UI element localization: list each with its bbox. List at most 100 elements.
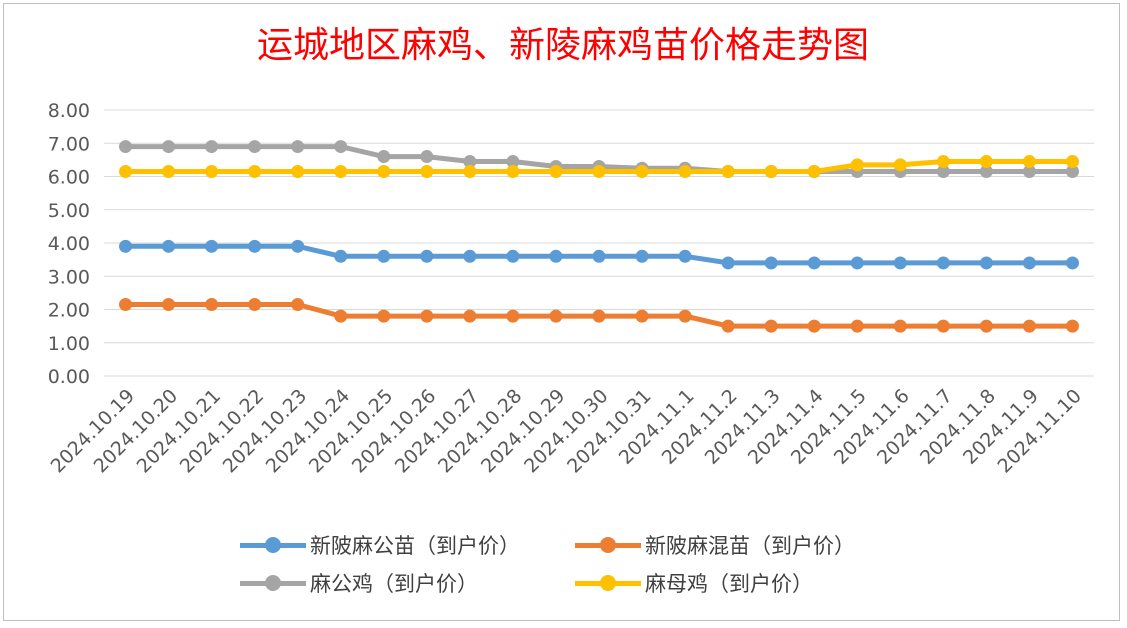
legend: 新陂麻公苗（到户价） 新陂麻混苗（到户价） 麻公鸡（到户价） 麻母鸡（到户价） — [240, 528, 940, 604]
legend-item: 麻母鸡（到户价） — [575, 566, 813, 600]
data-point — [377, 249, 391, 263]
y-tick-label: 2.00 — [48, 300, 90, 322]
data-point — [248, 140, 262, 154]
data-point — [420, 249, 434, 263]
data-point — [248, 298, 262, 312]
data-point — [205, 140, 219, 154]
data-point — [1022, 155, 1036, 169]
data-point — [334, 165, 348, 179]
data-point — [119, 298, 133, 312]
x-axis-tick-labels: 2024.10.192024.10.202024.10.212024.10.22… — [47, 385, 1086, 477]
data-point — [807, 319, 821, 333]
data-point — [893, 158, 907, 172]
series-points — [119, 140, 1079, 333]
data-point — [1022, 256, 1036, 270]
data-point — [162, 298, 176, 312]
data-point — [979, 319, 993, 333]
data-point — [721, 165, 735, 179]
y-tick-label: 6.00 — [48, 167, 90, 189]
data-point — [205, 298, 219, 312]
legend-item: 新陂麻公苗（到户价） — [240, 528, 520, 562]
data-point — [334, 140, 348, 154]
data-point — [420, 309, 434, 323]
y-tick-label: 7.00 — [48, 133, 90, 155]
data-point — [1065, 165, 1079, 179]
data-point — [979, 165, 993, 179]
data-point — [377, 165, 391, 179]
data-point — [291, 165, 305, 179]
data-point — [420, 150, 434, 164]
data-point — [291, 298, 305, 312]
data-point — [635, 309, 649, 323]
chart-title: 运城地区麻鸡、新陵麻鸡苗价格走势图 — [257, 25, 869, 66]
data-point — [549, 309, 563, 323]
data-point — [721, 319, 735, 333]
data-point — [506, 155, 520, 169]
legend-label: 麻公鸡（到户价） — [310, 572, 478, 596]
data-point — [936, 319, 950, 333]
data-point — [377, 309, 391, 323]
legend-item: 麻公鸡（到户价） — [240, 566, 478, 600]
data-point — [807, 256, 821, 270]
data-point — [463, 309, 477, 323]
data-point — [764, 165, 778, 179]
data-point — [248, 165, 262, 179]
gridlines — [104, 109, 1094, 377]
data-point — [807, 165, 821, 179]
data-point — [721, 256, 735, 270]
data-point — [205, 165, 219, 179]
y-axis-tick-labels: 0.00 1.00 2.00 3.00 4.00 5.00 6.00 7.00 8.00 — [48, 100, 90, 388]
data-point — [420, 165, 434, 179]
data-point — [893, 256, 907, 270]
legend-label: 新陂麻混苗（到户价） — [645, 534, 855, 558]
data-point — [549, 249, 563, 263]
data-point — [979, 256, 993, 270]
data-point — [506, 309, 520, 323]
data-point — [377, 150, 391, 164]
data-point — [850, 256, 864, 270]
data-point — [463, 249, 477, 263]
data-point — [334, 249, 348, 263]
data-point — [592, 249, 606, 263]
y-tick-label: 3.00 — [48, 266, 90, 288]
data-point — [162, 140, 176, 154]
data-point — [119, 165, 133, 179]
data-point — [162, 165, 176, 179]
y-tick-label: 5.00 — [48, 200, 90, 222]
data-point — [506, 249, 520, 263]
data-point — [1065, 319, 1079, 333]
data-point — [1065, 155, 1079, 169]
data-point — [1065, 256, 1079, 270]
data-point — [678, 165, 692, 179]
chart-border — [3, 3, 1120, 621]
data-point — [162, 239, 176, 253]
legend-swatch — [575, 534, 641, 556]
data-point — [936, 165, 950, 179]
y-tick-label: 0.00 — [48, 366, 90, 388]
data-point — [291, 239, 305, 253]
data-point — [893, 319, 907, 333]
data-point — [850, 319, 864, 333]
data-point — [592, 309, 606, 323]
legend-label: 麻母鸡（到户价） — [645, 572, 813, 596]
data-point — [764, 256, 778, 270]
data-point — [592, 165, 606, 179]
data-point — [1022, 165, 1036, 179]
legend-swatch — [575, 572, 641, 594]
data-point — [678, 249, 692, 263]
data-point — [463, 165, 477, 179]
data-point — [248, 239, 262, 253]
data-point — [936, 256, 950, 270]
data-point — [678, 309, 692, 323]
y-tick-label: 1.00 — [48, 333, 90, 355]
legend-swatch — [240, 572, 306, 594]
data-point — [850, 158, 864, 172]
data-point — [549, 165, 563, 179]
data-point — [205, 239, 219, 253]
data-point — [979, 155, 993, 169]
data-point — [334, 309, 348, 323]
data-point — [119, 140, 133, 154]
data-point — [1022, 319, 1036, 333]
data-point — [119, 239, 133, 253]
